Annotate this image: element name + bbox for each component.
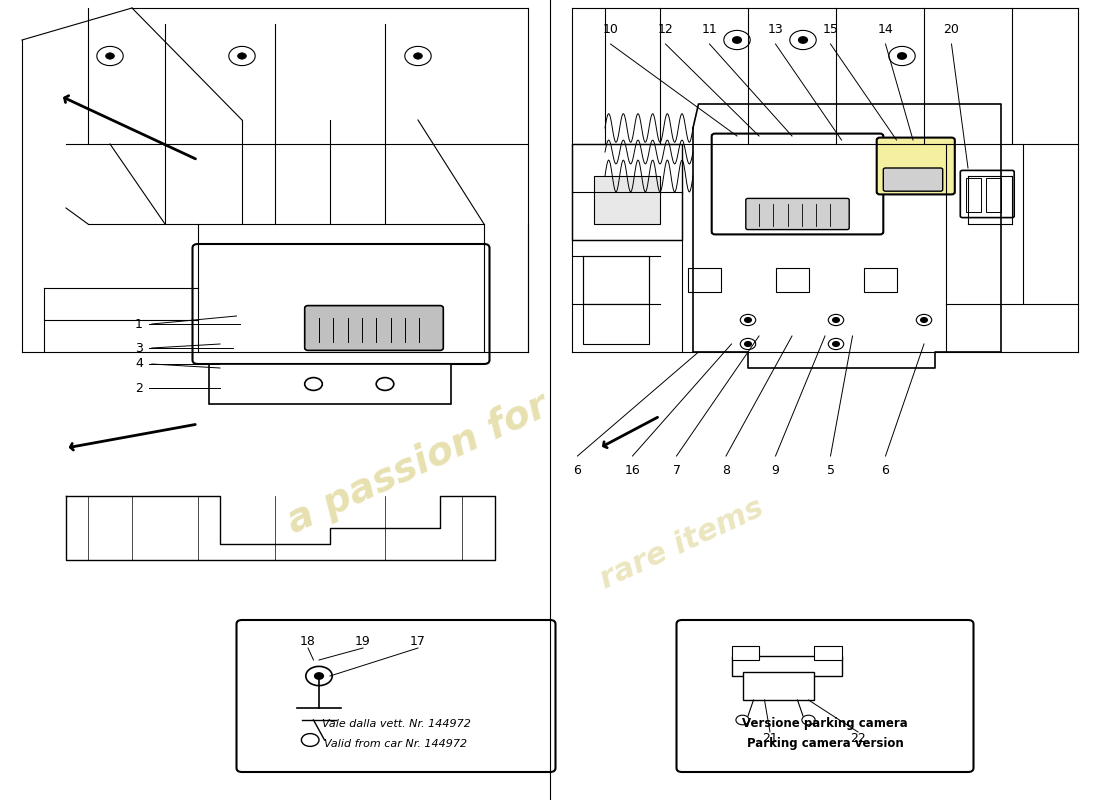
Text: Valid from car Nr. 144972: Valid from car Nr. 144972 <box>324 739 468 749</box>
Circle shape <box>238 53 246 59</box>
Circle shape <box>833 342 839 346</box>
Text: 9: 9 <box>771 464 780 477</box>
Text: 5: 5 <box>826 464 835 477</box>
Text: 13: 13 <box>768 23 783 36</box>
Circle shape <box>745 318 751 322</box>
Circle shape <box>833 318 839 322</box>
Text: 19: 19 <box>355 635 371 648</box>
Circle shape <box>799 37 807 43</box>
Circle shape <box>898 53 906 59</box>
Text: 1: 1 <box>135 318 143 330</box>
Text: 2: 2 <box>135 382 143 394</box>
FancyBboxPatch shape <box>877 138 955 194</box>
FancyBboxPatch shape <box>712 134 883 234</box>
Text: 10: 10 <box>603 23 618 36</box>
Bar <box>732 656 842 676</box>
Circle shape <box>745 342 751 346</box>
FancyBboxPatch shape <box>960 170 1014 218</box>
Bar <box>572 144 682 240</box>
Bar <box>986 178 1001 212</box>
Text: Versione parking camera: Versione parking camera <box>742 718 907 730</box>
Text: 14: 14 <box>878 23 893 36</box>
Bar <box>594 176 660 224</box>
Text: Vale dalla vett. Nr. 144972: Vale dalla vett. Nr. 144972 <box>321 719 471 729</box>
Text: 21: 21 <box>762 732 778 745</box>
Bar <box>966 178 981 212</box>
Text: 4: 4 <box>135 358 143 370</box>
FancyBboxPatch shape <box>676 620 974 772</box>
Text: Parking camera version: Parking camera version <box>747 738 903 750</box>
Text: 22: 22 <box>850 732 866 745</box>
Bar <box>776 268 808 292</box>
Circle shape <box>315 673 323 679</box>
Text: 18: 18 <box>300 635 316 648</box>
Circle shape <box>733 37 741 43</box>
FancyBboxPatch shape <box>746 198 849 230</box>
Circle shape <box>414 53 422 59</box>
Text: 12: 12 <box>658 23 673 36</box>
Bar <box>688 268 720 292</box>
Text: rare items: rare items <box>595 494 769 594</box>
Text: 20: 20 <box>944 23 959 36</box>
Bar <box>814 646 842 660</box>
Bar <box>732 646 759 660</box>
Circle shape <box>106 53 114 59</box>
Text: 7: 7 <box>672 464 681 477</box>
Circle shape <box>921 318 927 322</box>
Text: 11: 11 <box>702 23 717 36</box>
Bar <box>583 256 649 304</box>
Text: 8: 8 <box>722 464 730 477</box>
FancyBboxPatch shape <box>305 306 443 350</box>
FancyBboxPatch shape <box>236 620 556 772</box>
FancyBboxPatch shape <box>192 244 490 364</box>
Bar <box>742 672 814 700</box>
Text: 16: 16 <box>625 464 640 477</box>
Bar <box>864 268 896 292</box>
Text: 6: 6 <box>573 464 582 477</box>
Text: 3: 3 <box>135 342 143 354</box>
Text: 17: 17 <box>410 635 426 648</box>
FancyBboxPatch shape <box>883 168 943 191</box>
Text: 6: 6 <box>881 464 890 477</box>
Text: 15: 15 <box>823 23 838 36</box>
Bar <box>583 304 649 344</box>
Text: a passion for: a passion for <box>282 386 554 542</box>
FancyBboxPatch shape <box>209 364 451 404</box>
